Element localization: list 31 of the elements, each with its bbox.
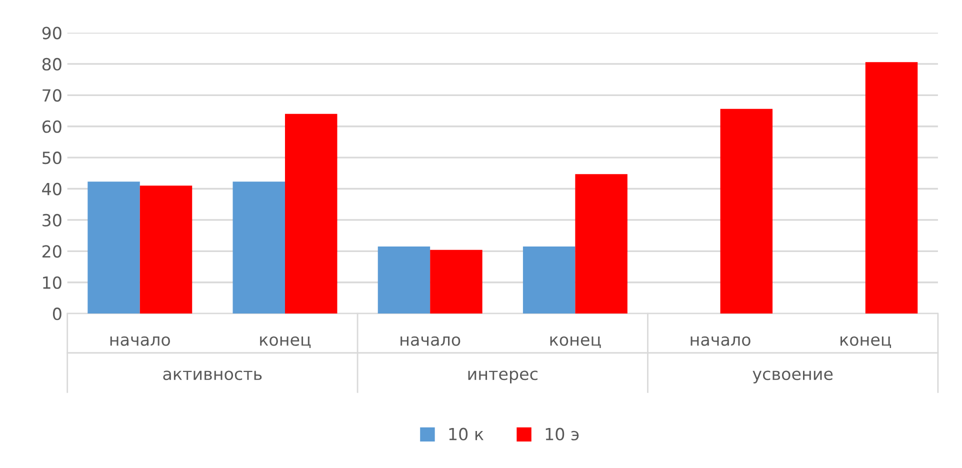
y-tick-label: 80 <box>42 58 62 71</box>
y-tick-label: 50 <box>42 152 62 164</box>
bar <box>232 182 285 314</box>
bar <box>430 250 482 314</box>
legend-label: 10 э <box>546 428 579 440</box>
y-tick-label: 60 <box>42 120 62 133</box>
text: активность <box>163 370 262 380</box>
y-tick-label: 30 <box>42 214 62 227</box>
y-tick-label: 20 <box>42 245 62 258</box>
bar <box>88 182 140 314</box>
x-tick-label: конец <box>840 336 892 348</box>
bar <box>522 246 576 314</box>
y-tick-label: 0 <box>52 308 62 320</box>
legend-label: 10 к <box>449 428 484 440</box>
bar <box>575 174 628 314</box>
x-tick-label: начало <box>110 336 170 346</box>
y-tick-label: 10 <box>43 276 62 289</box>
text: усвоение <box>752 370 833 384</box>
bar <box>284 114 338 314</box>
text: интерес <box>468 370 538 384</box>
x-tick-label: конец <box>260 336 311 348</box>
y-tick-label: 40 <box>42 182 62 196</box>
x-tick-label: конец <box>550 336 601 348</box>
y-tick-label: 70 <box>42 89 62 102</box>
x-tick-label: начало <box>690 336 750 346</box>
bar <box>720 108 773 314</box>
y-tick-label: 90 <box>42 26 62 40</box>
bar <box>140 186 192 314</box>
x-tick-label: начало <box>400 336 460 346</box>
bar <box>865 62 918 314</box>
bar <box>378 246 430 314</box>
